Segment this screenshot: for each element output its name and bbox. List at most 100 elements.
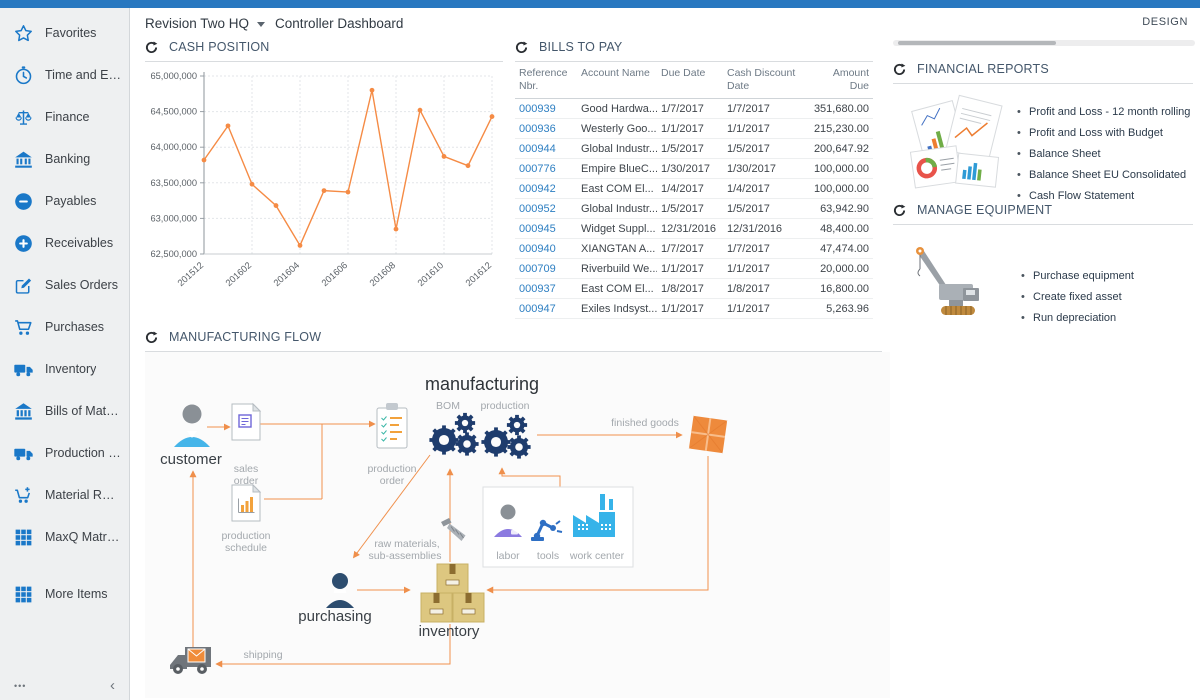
refresh-icon[interactable] — [893, 204, 906, 217]
equipment-links: Purchase equipment Create fixed asset Run … — [1021, 270, 1200, 333]
svg-text:201512: 201512 — [176, 260, 206, 288]
link-item[interactable]: Balance Sheet EU Consolidated — [1017, 169, 1200, 181]
bill-row[interactable]: 000952 Global Industr... 1/5/2017 1/5/2017 6… — [515, 198, 873, 220]
sidebar-item-label: MaxQ Matrix Invent... — [45, 530, 121, 544]
flow-label-purchasing: purchasing — [298, 608, 371, 625]
sidebar-item-material-requirem[interactable]: Material Requirem... — [0, 474, 129, 516]
link-item[interactable]: Profit and Loss with Budget — [1017, 127, 1200, 139]
refresh-icon[interactable] — [893, 63, 906, 76]
column-header[interactable]: Amount Due — [807, 62, 873, 100]
svg-text:64,000,000: 64,000,000 — [150, 142, 197, 152]
sidebar-item-production-orders[interactable]: Production Orders — [0, 432, 129, 474]
company-name[interactable]: Revision Two HQ — [145, 15, 250, 31]
bill-row[interactable]: 000945 Widget Suppl... 12/31/2016 12/31/201… — [515, 218, 873, 240]
link-item[interactable]: Create fixed asset — [1021, 291, 1200, 303]
bill-row[interactable]: 000944 Global Industr... 1/5/2017 1/5/2017 2… — [515, 138, 873, 160]
svg-text:schedule: schedule — [225, 542, 267, 554]
refresh-icon[interactable] — [515, 41, 528, 54]
design-button[interactable]: DESIGN — [1142, 16, 1188, 28]
bill-row[interactable]: 000947 Exiles Indsyst... 1/1/2017 1/1/2017 5… — [515, 298, 873, 320]
flow-label-sales-order: sales — [234, 463, 259, 475]
svg-text:order: order — [380, 475, 405, 487]
reference-link[interactable]: 000942 — [515, 178, 577, 200]
grid-icon — [13, 527, 34, 548]
sidebar-item-bills-of-material[interactable]: Bills of Material — [0, 390, 129, 432]
sidebar-item-finance[interactable]: Finance — [0, 96, 129, 138]
bill-row[interactable]: 000776 Empire BlueC... 1/30/2017 1/30/2017 1… — [515, 158, 873, 180]
link-item[interactable]: Balance Sheet — [1017, 148, 1200, 160]
flow-label-production-schedule: production — [221, 530, 270, 542]
sidebar-item-favorites[interactable]: Favorites — [0, 12, 129, 54]
sidebar-item-time-and-expenses[interactable]: Time and Expenses — [0, 54, 129, 96]
financial-report-links: Profit and Loss - 12 month rolling Profit… — [1017, 106, 1200, 211]
sidebar-item-receivables[interactable]: Receivables — [0, 222, 129, 264]
sidebar-item-more-items[interactable]: More Items — [0, 573, 129, 615]
svg-text:201608: 201608 — [368, 260, 398, 288]
bill-row[interactable]: 000942 East COM El... 1/4/2017 1/4/2017 100,… — [515, 178, 873, 200]
sidebar-item-sales-orders[interactable]: Sales Orders — [0, 264, 129, 306]
column-header[interactable]: Cash Discount Date — [723, 62, 807, 100]
sales-order-icon — [231, 402, 262, 441]
sidebar-item-purchases[interactable]: Purchases — [0, 306, 129, 348]
sidebar-item-maxq-matrix-invent[interactable]: MaxQ Matrix Invent... — [0, 516, 129, 558]
page-title: Controller Dashboard — [275, 15, 404, 31]
column-header[interactable]: Reference Nbr. — [515, 62, 577, 100]
column-header[interactable]: Due Date — [657, 62, 723, 100]
table-cell: 1/1/2017 — [723, 118, 807, 140]
cash-position-panel-title: CASH POSITION — [145, 40, 503, 62]
bill-row[interactable]: 000936 Westerly Goo... 1/1/2017 1/1/2017 215… — [515, 118, 873, 140]
link-item[interactable]: Run depreciation — [1021, 312, 1200, 324]
work-center-icon — [573, 494, 615, 537]
purchasing-icon — [326, 573, 354, 608]
reference-link[interactable]: 000944 — [515, 138, 577, 160]
reference-link[interactable]: 000937 — [515, 278, 577, 300]
sidebar-item-label: More Items — [45, 587, 108, 601]
amount-cell: 63,942.90 — [807, 198, 873, 220]
refresh-icon[interactable] — [145, 331, 158, 344]
bill-row[interactable]: 000709 Riverbuild We... 1/1/2017 1/1/2017 20… — [515, 258, 873, 280]
table-cell: 1/1/2017 — [723, 258, 807, 280]
sidebar-item-label: Banking — [45, 152, 91, 166]
sidebar-item-label: Bills of Material — [45, 404, 121, 418]
svg-text:201610: 201610 — [416, 260, 446, 288]
reference-link[interactable]: 000945 — [515, 218, 577, 240]
reference-link[interactable]: 000776 — [515, 158, 577, 180]
reference-link[interactable]: 000939 — [515, 98, 577, 120]
reference-link[interactable]: 000952 — [515, 198, 577, 220]
chevron-down-icon[interactable] — [257, 21, 266, 27]
sidebar-item-inventory[interactable]: Inventory — [0, 348, 129, 390]
sidebar-item-banking[interactable]: Banking — [0, 138, 129, 180]
reference-link[interactable]: 000940 — [515, 238, 577, 260]
manufacturing-flow-diagram: manufacturing BOM production customer sa… — [145, 352, 890, 698]
bill-row[interactable]: 000940 XIANGTAN A... 1/7/2017 1/7/2017 47,47… — [515, 238, 873, 260]
edit-icon — [13, 275, 34, 296]
sidebar-item-label: Payables — [45, 194, 97, 208]
tools-icon — [531, 519, 563, 541]
bill-row[interactable]: 000939 Good Hardwa... 1/7/2017 1/7/2017 351,… — [515, 98, 873, 120]
sidebar-item-payables[interactable]: Payables — [0, 180, 129, 222]
flow-label-raw-materials: raw materials, — [374, 538, 439, 550]
reference-link[interactable]: 000936 — [515, 118, 577, 140]
clock-icon — [13, 65, 34, 86]
svg-text:sub-assemblies: sub-assemblies — [369, 550, 442, 562]
horizontal-scrollbar[interactable] — [893, 40, 1195, 46]
link-item[interactable]: Profit and Loss - 12 month rolling — [1017, 106, 1200, 118]
flow-label-bom: BOM — [436, 400, 460, 412]
scrollbar-thumb[interactable] — [898, 41, 1056, 45]
sidebar-more-dots[interactable]: ••• — [14, 680, 27, 691]
table-cell: Widget Suppl... — [577, 218, 657, 240]
column-header[interactable]: Account Name — [577, 62, 657, 100]
link-item[interactable]: Purchase equipment — [1021, 270, 1200, 282]
truck-icon — [13, 359, 34, 380]
labor-icon — [494, 504, 522, 537]
manufacturing-flow-panel-title: MANUFACTURING FLOW — [145, 330, 882, 352]
bill-row[interactable]: 000937 East COM El... 1/8/2017 1/8/2017 16,8… — [515, 278, 873, 300]
table-cell: 1/30/2017 — [723, 158, 807, 180]
refresh-icon[interactable] — [145, 41, 158, 54]
reference-link[interactable]: 000947 — [515, 298, 577, 320]
link-item[interactable]: Cash Flow Statement — [1017, 190, 1200, 202]
reference-link[interactable]: 000709 — [515, 258, 577, 280]
table-cell: Good Hardwa... — [577, 98, 657, 120]
sidebar-collapse-chevron[interactable]: ‹ — [110, 677, 115, 694]
table-cell: 1/4/2017 — [657, 178, 723, 200]
